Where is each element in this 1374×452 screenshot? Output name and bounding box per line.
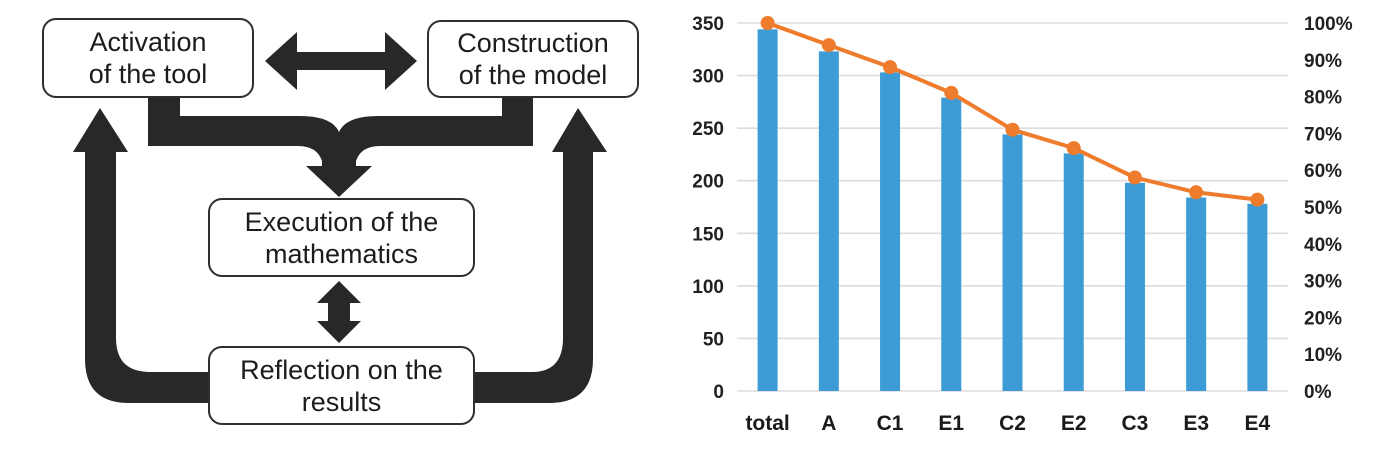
left-axis-tick: 200 — [692, 172, 724, 193]
right-axis-tick: 70% — [1304, 124, 1342, 145]
bar-E1 — [941, 97, 962, 391]
bar-E3 — [1186, 197, 1207, 391]
merge-down-arrow — [148, 116, 533, 197]
bar-C2 — [1002, 134, 1023, 392]
percent-marker-E1 — [944, 85, 959, 100]
percent-marker-A — [821, 38, 836, 53]
right-axis-tick: 0% — [1304, 382, 1332, 403]
right-axis-tick: 20% — [1304, 308, 1342, 329]
category-label-C1: C1 — [877, 412, 904, 435]
bar-C3 — [1124, 182, 1145, 391]
left-axis-tick: 300 — [692, 67, 724, 88]
percent-marker-C2 — [1005, 122, 1020, 137]
node-activation-line1: Activation — [89, 27, 207, 57]
left-axis-tick: 100 — [692, 277, 724, 298]
right-axis-tick: 10% — [1304, 345, 1342, 366]
left-axis-tick: 150 — [692, 224, 724, 245]
node-activation-line2: of the tool — [88, 59, 208, 89]
node-execution-line2: mathematics — [264, 238, 419, 269]
right-axis-tick: 60% — [1304, 161, 1342, 182]
bidirectional-arrow-horizontal — [265, 32, 417, 90]
percent-marker-E3 — [1189, 185, 1204, 200]
node-construction-line2: of the model — [458, 60, 608, 90]
percent-marker-E4 — [1250, 192, 1265, 207]
bidirectional-arrow-vertical — [317, 281, 361, 343]
category-label-E4: E4 — [1245, 412, 1271, 435]
right-axis-tick: 30% — [1304, 272, 1342, 293]
loop-up-right-arrow — [475, 108, 607, 403]
loop-up-left-arrow — [73, 108, 208, 403]
bar-E2 — [1063, 153, 1084, 391]
right-axis-tick: 50% — [1304, 198, 1342, 219]
right-axis-tick: 40% — [1304, 235, 1342, 256]
bar-total — [757, 29, 778, 392]
node-construction: Construction of the model — [427, 20, 639, 98]
category-label-A: A — [821, 412, 836, 435]
percent-marker-C3 — [1127, 170, 1142, 185]
right-axis-tick: 100% — [1304, 14, 1353, 35]
node-reflection: Reflection on the results — [208, 346, 475, 425]
category-label-E1: E1 — [938, 412, 964, 435]
percent-marker-E2 — [1066, 141, 1081, 156]
node-execution: Execution of the mathematics — [208, 198, 475, 277]
bar-A — [818, 51, 839, 391]
combo-chart: 0 50 100 150 200 250 300 350 0% 10% 20% 30% 40% 50% 60… — [692, 14, 1353, 435]
bar-E4 — [1247, 203, 1268, 391]
flow-diagram — [73, 32, 607, 403]
percent-marker-C1 — [883, 60, 898, 75]
left-axis-tick: 250 — [692, 119, 724, 140]
left-axis-tick: 350 — [692, 14, 724, 35]
percent-marker-total — [760, 16, 775, 30]
left-axis-tick: 0 — [713, 382, 724, 403]
node-reflection-line1: Reflection on the — [240, 354, 443, 385]
category-label-E3: E3 — [1183, 412, 1209, 435]
category-label-C2: C2 — [999, 412, 1026, 435]
bar-C1 — [880, 72, 901, 391]
category-label-E2: E2 — [1061, 412, 1087, 435]
node-construction-line1: Construction — [457, 28, 609, 58]
left-axis-tick: 50 — [703, 329, 724, 350]
node-reflection-line2: results — [301, 386, 382, 417]
node-execution-line1: Execution of the — [244, 206, 439, 237]
category-label-C3: C3 — [1122, 412, 1149, 435]
right-axis-tick: 90% — [1304, 51, 1342, 72]
category-label-total: total — [745, 412, 789, 435]
right-axis-tick: 80% — [1304, 88, 1342, 109]
node-activation: Activation of the tool — [42, 18, 254, 98]
